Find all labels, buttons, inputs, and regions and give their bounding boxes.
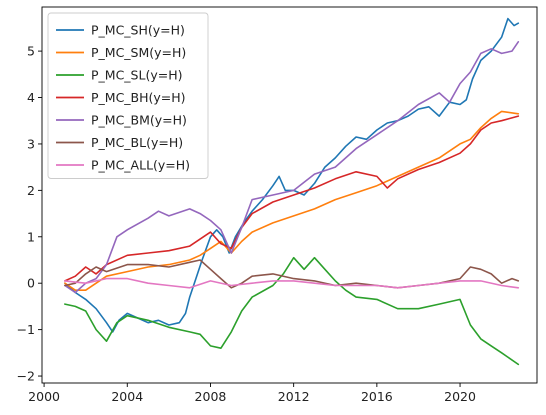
y-tick-label: 0 [27,276,35,291]
series-layer [64,17,520,366]
y-axis: −2 −1 0 1 2 3 4 5 [17,44,42,384]
series-line-6 [64,277,520,289]
y-tick-label: 4 [27,90,35,105]
x-tick-label: 2008 [195,389,227,404]
y-tick-label: −2 [17,369,35,384]
x-tick-label: 2016 [361,389,393,404]
x-axis: 2000 2004 2008 2012 2016 2020 [28,383,476,404]
y-tick-label: 3 [27,136,35,151]
series-line-4 [64,41,520,294]
series-line-1 [64,110,520,291]
x-tick-label: 2012 [278,389,310,404]
legend-label-3: P_MC_BH(y=H) [91,90,186,105]
legend: P_MC_SH(y=H) P_MC_SM(y=H) P_MC_SL(y=H) P_MC… [47,12,209,179]
legend-label-4: P_MC_BM(y=H) [91,113,187,128]
y-tick-label: 5 [27,44,35,59]
series-line-2 [64,256,520,366]
series-line-3 [64,115,520,282]
plot-area-frame [41,6,538,384]
y-tick-label: 1 [27,229,35,244]
legend-label-0: P_MC_SH(y=H) [91,23,185,38]
legend-box [47,12,209,179]
legend-label-5: P_MC_BL(y=H) [91,135,183,150]
legend-label-2: P_MC_SL(y=H) [91,68,182,83]
legend-label-6: P_MC_ALL(y=H) [91,158,190,173]
x-tick-label: 2004 [111,389,143,404]
legend-label-1: P_MC_SM(y=H) [91,45,186,60]
series-line-5 [64,259,520,289]
y-tick-label: 2 [27,183,35,198]
series-line-0 [64,17,520,333]
y-tick-label: −1 [17,322,35,337]
x-tick-label: 2020 [444,389,476,404]
x-tick-label: 2000 [28,389,60,404]
